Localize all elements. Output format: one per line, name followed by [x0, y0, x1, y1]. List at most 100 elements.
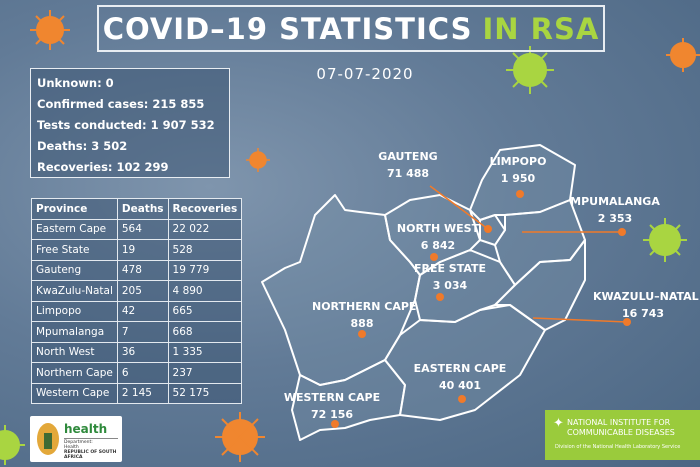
cell-recoveries: 665 [167, 300, 243, 322]
cell-province: Gauteng [31, 259, 118, 281]
cell-recoveries: 4 890 [167, 280, 243, 302]
summary-unknown: Unknown: 0 [37, 76, 114, 90]
table-row: Mpumalanga 7 668 [31, 321, 243, 343]
cell-deaths: 7 [116, 321, 169, 343]
virus-icon [643, 218, 687, 262]
province-label-northern-cape: NORTHERN CAPE 888 [312, 300, 417, 330]
province-name: FREE STATE [413, 262, 487, 275]
header-recoveries: Recoveries [167, 198, 243, 220]
summary-confirmed: Confirmed cases: 215 855 [37, 97, 205, 111]
map-north-west[interactable] [384, 194, 481, 276]
province-cases: 2 353 [597, 212, 633, 225]
marker-eastern-cape[interactable] [458, 395, 466, 403]
province-label-gauteng: GAUTENG 71 488 [358, 150, 458, 180]
province-label-mpumalanga: MPUMALANGA 2 353 [565, 195, 665, 225]
cell-recoveries: 668 [167, 321, 243, 343]
cell-recoveries: 22 022 [167, 218, 243, 240]
summary-tests: Tests conducted: 1 907 532 [37, 118, 215, 132]
table-row: Eastern Cape 564 22 022 [31, 218, 243, 240]
virus-icon [215, 412, 265, 462]
province-cases: 3 034 [432, 279, 468, 292]
table-row: Northern Cape 6 237 [31, 362, 243, 384]
cell-recoveries: 528 [167, 239, 243, 261]
page-title: COVID–19 STATISTICS IN RSA [97, 5, 605, 52]
nicd-africa-icon: ✦ [553, 416, 564, 431]
table-row: North West 36 1 335 [31, 341, 243, 363]
health-sub3: REPUBLIC OF SOUTH AFRICA [64, 450, 117, 460]
health-department-logo: health Department: Health REPUBLIC OF SO… [30, 416, 122, 462]
summary-recoveries: Recoveries: 102 299 [37, 160, 169, 174]
cell-recoveries: 19 779 [167, 259, 243, 281]
cell-deaths: 205 [116, 280, 169, 302]
cell-province: Western Cape [31, 382, 118, 404]
province-name: KWAZULU–NATAL [593, 290, 699, 303]
summary-box: Unknown: 0 Confirmed cases: 215 855 Test… [30, 68, 230, 178]
marker-north-west[interactable] [430, 253, 438, 261]
cell-province: Limpopo [31, 300, 118, 322]
cell-deaths: 36 [116, 341, 169, 363]
marker-limpopo[interactable] [516, 190, 524, 198]
health-sub1: Department: [64, 440, 93, 445]
cell-province: Mpumalanga [31, 321, 118, 343]
cell-province: Free State [31, 239, 118, 261]
province-cases: 71 488 [386, 167, 430, 180]
cell-recoveries: 52 175 [167, 382, 243, 404]
summary-deaths: Deaths: 3 502 [37, 139, 128, 153]
province-table: Province Deaths Recoveries Eastern Cape 5… [31, 198, 243, 404]
title-accent: IN RSA [482, 11, 600, 46]
coat-of-arms-icon [37, 423, 59, 455]
virus-icon [30, 10, 70, 50]
cell-province: Northern Cape [31, 362, 118, 384]
province-cases: 16 743 [621, 307, 665, 320]
marker-western-cape[interactable] [331, 420, 339, 428]
virus-icon [506, 46, 554, 94]
marker-kwazulu-natal[interactable] [623, 318, 631, 326]
title-main: COVID–19 STATISTICS [102, 11, 473, 46]
cell-recoveries: 237 [167, 362, 243, 384]
marker-mpumalanga[interactable] [618, 228, 626, 236]
province-name: WESTERN CAPE [283, 391, 381, 404]
map-kwazulu-natal[interactable] [494, 239, 586, 331]
marker-free-state[interactable] [436, 293, 444, 301]
province-label-free-state: FREE STATE 3 034 [400, 262, 500, 292]
cell-deaths: 6 [116, 362, 169, 384]
header-deaths: Deaths [116, 198, 169, 220]
province-cases: 72 156 [310, 408, 354, 421]
cell-deaths: 564 [116, 218, 169, 240]
cell-province: KwaZulu-Natal [31, 280, 118, 302]
province-name: MPUMALANGA [570, 195, 660, 208]
map-western-cape[interactable] [291, 359, 406, 441]
table-row: Free State 19 528 [31, 239, 243, 261]
virus-icon [246, 148, 270, 172]
province-name: EASTERN CAPE [413, 362, 507, 375]
province-label-eastern-cape: EASTERN CAPE 40 401 [410, 362, 510, 392]
nicd-line3: Division of the National Health Laborato… [555, 444, 681, 450]
nicd-line1: NATIONAL INSTITUTE FOR [567, 418, 671, 427]
cell-deaths: 19 [116, 239, 169, 261]
cell-deaths: 42 [116, 300, 169, 322]
health-word: health [64, 422, 108, 436]
cell-recoveries: 1 335 [167, 341, 243, 363]
province-name: NORTH WEST [396, 222, 480, 235]
province-label-kwazulu-natal: KWAZULU–NATAL 16 743 [593, 290, 699, 320]
cell-province: Eastern Cape [31, 218, 118, 240]
cell-deaths: 2 145 [116, 382, 169, 404]
province-label-north-west: NORTH WEST 6 842 [388, 222, 488, 252]
province-cases: 6 842 [420, 239, 456, 252]
table-row: Gauteng 478 19 779 [31, 259, 243, 281]
table-row: KwaZulu-Natal 205 4 890 [31, 280, 243, 302]
virus-icon [666, 38, 700, 72]
province-cases: 888 [350, 317, 374, 330]
marker-northern-cape[interactable] [358, 330, 366, 338]
health-sub2: Health [64, 445, 79, 450]
province-name: NORTHERN CAPE [312, 300, 417, 313]
table-header: Province Deaths Recoveries [31, 198, 243, 220]
cell-province: North West [31, 341, 118, 363]
cell-deaths: 478 [116, 259, 169, 281]
virus-icon [0, 425, 25, 465]
marker-gauteng[interactable] [484, 225, 492, 233]
province-label-limpopo: LIMPOPO 1 950 [468, 155, 568, 185]
province-label-western-cape: WESTERN CAPE 72 156 [282, 391, 382, 421]
